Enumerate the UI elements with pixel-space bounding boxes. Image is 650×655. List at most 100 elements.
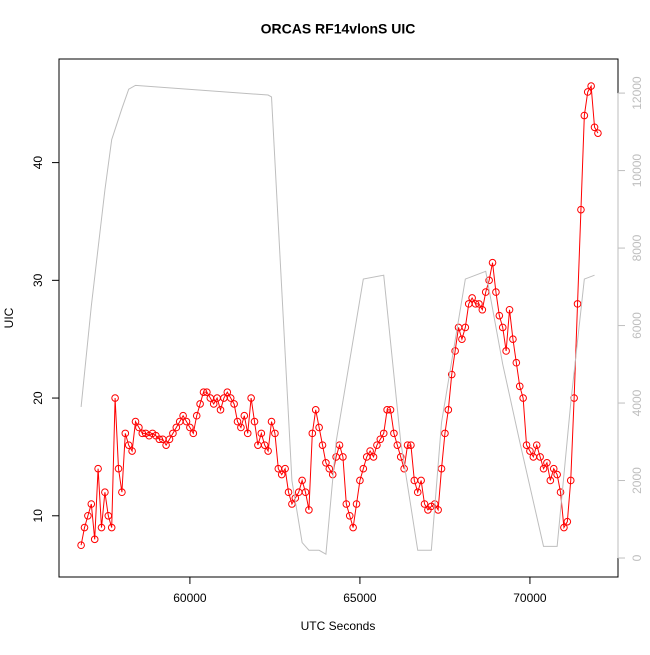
data-point bbox=[186, 423, 194, 432]
data-point bbox=[458, 335, 466, 343]
data-point bbox=[277, 470, 286, 479]
data-point bbox=[84, 511, 92, 520]
data-point bbox=[216, 406, 225, 414]
data-point bbox=[172, 423, 181, 432]
data-point bbox=[182, 417, 191, 426]
data-point bbox=[233, 417, 242, 426]
data-point bbox=[447, 370, 456, 379]
data-point bbox=[223, 388, 232, 396]
data-point bbox=[209, 400, 218, 408]
data-point bbox=[413, 488, 422, 497]
data-point bbox=[104, 511, 113, 520]
data-point bbox=[475, 300, 483, 308]
data-point bbox=[345, 511, 354, 520]
y-tick-label: 30 bbox=[31, 273, 45, 287]
data-point bbox=[386, 406, 395, 414]
data-point bbox=[111, 394, 119, 402]
data-point bbox=[509, 335, 517, 343]
data-point bbox=[403, 441, 412, 449]
data-point bbox=[257, 429, 266, 438]
data-point bbox=[396, 453, 405, 461]
data-point bbox=[131, 417, 140, 426]
y-tick-label: 40 bbox=[31, 156, 45, 170]
data-point bbox=[196, 400, 204, 408]
data-point bbox=[515, 382, 524, 391]
data-point bbox=[288, 500, 296, 508]
data-point bbox=[308, 429, 317, 438]
data-point bbox=[543, 459, 551, 467]
data-point bbox=[407, 441, 415, 449]
data-point bbox=[420, 500, 429, 508]
data-point bbox=[468, 294, 476, 302]
data-point bbox=[505, 305, 514, 314]
data-point bbox=[546, 476, 555, 485]
data-point bbox=[114, 464, 123, 473]
data-point bbox=[498, 323, 507, 332]
data-point bbox=[369, 453, 378, 461]
data-point bbox=[284, 488, 293, 497]
data-point bbox=[318, 441, 327, 449]
data-point bbox=[107, 523, 116, 532]
data-point bbox=[90, 535, 99, 544]
data-point bbox=[247, 394, 255, 402]
data-point bbox=[97, 523, 106, 532]
y2-tick-label: 0 bbox=[630, 554, 644, 561]
y2-tick-label: 2000 bbox=[630, 467, 644, 494]
y2-tick-label: 8000 bbox=[630, 234, 644, 261]
data-point bbox=[461, 323, 470, 332]
series-line bbox=[80, 84, 595, 555]
data-point bbox=[240, 411, 249, 420]
y2-tick-label: 12000 bbox=[630, 76, 644, 110]
data-point bbox=[301, 488, 310, 497]
data-point bbox=[512, 358, 521, 367]
data-point bbox=[94, 464, 102, 473]
data-point bbox=[502, 347, 510, 355]
data-point bbox=[556, 488, 565, 497]
data-point bbox=[522, 441, 531, 449]
data-point bbox=[311, 406, 320, 414]
data-point bbox=[492, 288, 500, 296]
data-point bbox=[165, 435, 174, 444]
data-point bbox=[325, 464, 334, 473]
data-point bbox=[87, 500, 96, 508]
data-point bbox=[339, 453, 347, 461]
data-point bbox=[101, 488, 109, 497]
data-point bbox=[393, 441, 402, 449]
y-tick-label: 10 bbox=[31, 509, 45, 523]
data-point bbox=[536, 453, 544, 461]
data-point bbox=[553, 470, 561, 479]
data-point bbox=[352, 500, 361, 508]
x-axis-label: UTC Seconds bbox=[301, 619, 376, 633]
data-point bbox=[451, 347, 459, 355]
data-point bbox=[250, 417, 259, 426]
data-point bbox=[118, 488, 126, 497]
data-point bbox=[583, 88, 592, 96]
series-line bbox=[80, 84, 599, 546]
data-point bbox=[203, 388, 211, 396]
data-point bbox=[573, 300, 582, 308]
data-point bbox=[563, 517, 572, 526]
data-point bbox=[199, 388, 208, 396]
data-point bbox=[169, 429, 177, 438]
x-tick-label: 60000 bbox=[173, 591, 207, 605]
y2-tick-label: 6000 bbox=[630, 312, 644, 339]
data-point bbox=[594, 129, 602, 137]
data-point bbox=[376, 435, 385, 444]
data-point bbox=[519, 394, 527, 402]
data-point bbox=[179, 411, 187, 420]
data-point bbox=[77, 541, 85, 550]
y-axis-label: UIC bbox=[2, 307, 16, 328]
data-point bbox=[315, 423, 323, 432]
data-point bbox=[260, 441, 269, 449]
data-point bbox=[566, 476, 575, 485]
data-point bbox=[532, 441, 541, 449]
data-point bbox=[580, 111, 589, 120]
y-tick-label: 20 bbox=[31, 391, 45, 405]
data-point bbox=[366, 447, 374, 455]
plot-box bbox=[58, 58, 619, 578]
data-point bbox=[342, 500, 351, 508]
data-point bbox=[485, 276, 493, 285]
data-point bbox=[478, 305, 487, 314]
data-point bbox=[441, 429, 449, 438]
data-point bbox=[359, 464, 368, 473]
